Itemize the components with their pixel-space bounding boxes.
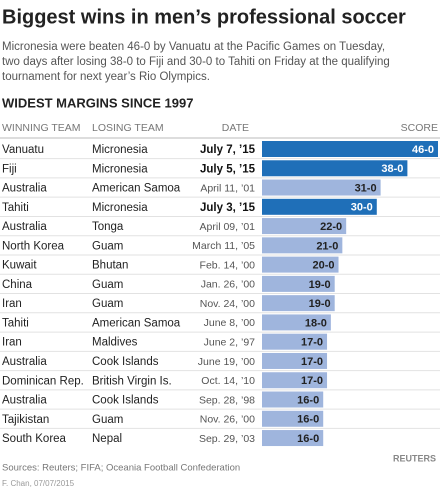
value-label: 17-0	[301, 356, 323, 368]
date: July 3, ’15	[200, 202, 256, 214]
winning-team: Iran	[2, 337, 22, 349]
bar	[262, 160, 408, 177]
bar	[262, 410, 324, 427]
value-label: 31-0	[355, 182, 377, 194]
losing-team: Micronesia	[92, 202, 148, 214]
winning-team: Kuwait	[2, 260, 37, 272]
date: Sep. 28, ’98	[199, 394, 255, 406]
heading: WIDEST MARGINS SINCE 1997	[2, 95, 193, 110]
bar	[262, 430, 324, 447]
value-label: 16-0	[297, 433, 319, 445]
date: April 11, ’01	[200, 182, 255, 194]
bar	[262, 333, 328, 350]
bar	[262, 372, 328, 389]
losing-team: American Samoa	[92, 317, 181, 329]
value-label: 19-0	[309, 298, 331, 310]
bar	[262, 391, 324, 408]
losing-team: Maldives	[92, 337, 138, 349]
winning-team: Dominican Rep.	[2, 375, 84, 387]
value-label: 30-0	[351, 202, 373, 214]
date: Jan. 26, ’00	[201, 279, 255, 291]
bar	[262, 295, 335, 312]
date: Oct. 14, ’10	[201, 375, 255, 387]
subtitle: Micronesia were beaten 46-0 by Vanuatu a…	[2, 41, 385, 53]
bar	[262, 237, 343, 254]
losing-team: Cook Islands	[92, 356, 159, 368]
date: Feb. 14, ’00	[200, 259, 256, 271]
column-header: LOSING TEAM	[92, 122, 164, 134]
losing-team: Micronesia	[92, 163, 148, 175]
date: April 09, ’01	[200, 221, 256, 233]
date: March 11, ’05	[192, 240, 255, 252]
winning-team: Tahiti	[2, 202, 29, 214]
losing-team: Bhutan	[92, 260, 128, 272]
losing-team: American Samoa	[92, 183, 181, 195]
value-label: 38-0	[381, 163, 403, 175]
logo: REUTERS	[393, 453, 436, 463]
value-label: 19-0	[309, 279, 331, 291]
date: June 19, ’00	[198, 356, 255, 368]
winning-team: China	[2, 279, 33, 291]
losing-team: Guam	[92, 414, 123, 426]
chart-title: Biggest wins in men’s professional socce…	[2, 6, 406, 28]
bar	[262, 275, 335, 292]
date: Nov. 24, ’00	[200, 298, 255, 310]
source: Sources: Reuters; FIFA; Oceania Football…	[2, 463, 240, 474]
bar	[262, 314, 331, 331]
losing-team: Tonga	[92, 221, 124, 233]
winning-team: Tajikistan	[2, 414, 49, 426]
value-label: 20-0	[312, 260, 334, 272]
value-label: 17-0	[301, 337, 323, 349]
losing-team: Nepal	[92, 433, 122, 445]
value-label: 18-0	[305, 317, 327, 329]
column-header: SCORE	[401, 122, 438, 134]
value-label: 22-0	[320, 221, 342, 233]
winning-team: Australia	[2, 395, 47, 407]
bar	[262, 256, 339, 273]
bar	[262, 218, 347, 235]
losing-team: Guam	[92, 298, 123, 310]
column-header: DATE	[222, 122, 249, 134]
losing-team: Micronesia	[92, 144, 148, 156]
value-label: 17-0	[301, 375, 323, 387]
losing-team: Guam	[92, 240, 123, 252]
winning-team: South Korea	[2, 433, 67, 445]
bar	[262, 179, 381, 196]
subtitle: two days after losing 38-0 to Fiji and 3…	[2, 56, 390, 68]
losing-team: Cook Islands	[92, 395, 159, 407]
bar	[262, 198, 377, 215]
value-label: 21-0	[316, 240, 338, 252]
winning-team: Fiji	[2, 163, 17, 175]
losing-team: Guam	[92, 279, 123, 291]
winning-team: Australia	[2, 356, 47, 368]
winning-team: Vanuatu	[2, 144, 44, 156]
bar	[262, 141, 438, 157]
date: June 2, ’97	[204, 336, 256, 348]
losing-team: British Virgin Is.	[92, 375, 172, 387]
date: July 5, ’15	[200, 163, 256, 175]
date: June 8, ’00	[204, 317, 256, 329]
date: Sep. 29, ’03	[199, 433, 255, 445]
date: Nov. 26, ’00	[200, 414, 255, 426]
date: July 7, ’15	[200, 144, 256, 156]
column-header: WINNING TEAM	[2, 122, 81, 134]
credit: F. Chan, 07/07/2015	[2, 479, 75, 488]
winning-team: Tahiti	[2, 317, 29, 329]
winning-team: North Korea	[2, 240, 65, 252]
winning-team: Iran	[2, 298, 22, 310]
subtitle: tournament for next year’s Rio Olympics.	[2, 71, 210, 83]
bar	[262, 352, 328, 369]
value-label: 16-0	[297, 414, 319, 426]
value-label: 16-0	[297, 394, 319, 406]
winning-team: Australia	[2, 183, 47, 195]
winning-team: Australia	[2, 221, 47, 233]
value-label: 46-0	[412, 144, 434, 156]
